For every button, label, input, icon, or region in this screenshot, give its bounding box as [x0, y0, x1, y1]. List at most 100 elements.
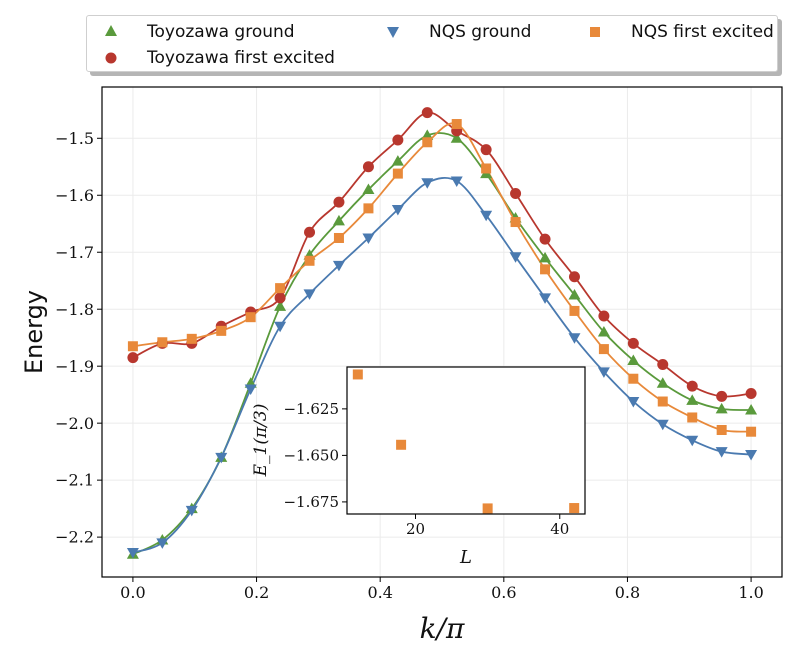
inset-background	[347, 367, 585, 514]
nqs-ground-point	[715, 447, 728, 458]
main-plot-frame	[101, 86, 783, 578]
main-series-markers	[126, 107, 758, 559]
toyozawa-ground-point	[715, 402, 728, 414]
toyozawa-first-excited-point	[362, 161, 374, 173]
toyozawa-first-excited-point	[568, 271, 580, 283]
inset-x-tick-label: 40	[550, 520, 569, 538]
chart-legend: Toyozawa ground Toyozawa first excited N…	[86, 15, 778, 72]
toyozawa-ground-point	[362, 183, 375, 195]
nqs-ground-point	[274, 321, 287, 333]
nqs-first-excited-point	[569, 305, 580, 316]
nqs-first-excited-point	[392, 168, 403, 179]
nqs-ground-point	[421, 178, 434, 189]
nqs-first-excited-point	[481, 163, 492, 174]
nqs-first-excited-point	[216, 325, 227, 336]
legend-entry-toyozawa-ground: Toyozawa ground	[99, 20, 295, 44]
triangle-down-marker-icon	[387, 27, 399, 38]
legend-entry-nqs-ground: NQS ground	[381, 20, 531, 44]
toyozawa-first-excited-point	[510, 188, 522, 200]
nqs-first-excited-point	[304, 255, 315, 266]
toyozawa-first-excited-point	[716, 390, 728, 402]
y-tick-label: −1.5	[55, 129, 94, 148]
toyozawa-ground-point	[391, 155, 404, 166]
inset-y-tick-label: −1.675	[283, 493, 339, 511]
main-gridlines	[102, 87, 782, 577]
nqs-ground-point	[303, 289, 316, 300]
y-tick-label: −1.8	[55, 300, 94, 319]
nqs-first-excited-point	[657, 396, 668, 407]
x-tick-label: 1.0	[738, 583, 763, 602]
nqs-first-excited-point	[451, 119, 462, 130]
x-tick-label: 0.6	[491, 583, 516, 602]
inset-x-tick-label: 20	[406, 520, 425, 538]
nqs-ground-point	[509, 252, 522, 263]
toyozawa-ground-point	[568, 288, 581, 300]
triangle-up-marker-icon	[105, 25, 117, 36]
nqs-ground-point	[215, 452, 228, 464]
nqs-first-excited-point	[127, 341, 138, 352]
nqs-ground-point	[568, 333, 581, 344]
inset-y-tick-label: −1.650	[283, 447, 339, 465]
inset-y-axis-label: E_1(π/3)	[251, 404, 271, 478]
inset-nqs-first-excited-point	[569, 503, 580, 514]
nqs-ground-point	[126, 548, 139, 559]
nqs-first-excited-point	[245, 312, 256, 323]
inset-axis-ticks: 20 40 −1.625 −1.650 −1.675	[283, 400, 569, 538]
toyozawa-first-excited-point	[304, 226, 316, 238]
nqs-ground-point	[332, 260, 345, 272]
y-tick-label: −2.0	[55, 414, 94, 433]
nqs-first-excited-point	[363, 203, 374, 214]
inset-markers	[352, 369, 580, 514]
square-marker-icon	[590, 27, 600, 37]
toyozawa-first-excited-point	[657, 358, 669, 370]
y-tick-label: −1.7	[55, 243, 94, 262]
nqs-first-excited-point	[598, 344, 609, 355]
nqs-ground-point	[391, 205, 404, 216]
toyozawa-first-excited-point	[127, 352, 139, 364]
main-series-lines	[132, 111, 752, 556]
nqs-ground-point	[627, 397, 640, 408]
nqs-ground-point	[450, 176, 463, 188]
inset-nqs-first-excited-point	[482, 503, 493, 514]
toyozawa-first-excited-point	[333, 196, 345, 208]
y-tick-label: −2.1	[55, 471, 94, 490]
nqs-ground-point	[480, 210, 493, 222]
nqs-ground-point	[156, 538, 169, 549]
inset-nqs-first-excited-point	[396, 439, 407, 450]
x-tick-label: 0.4	[367, 583, 392, 602]
nqs-first-excited-point	[275, 283, 286, 294]
nqs-ground-point	[745, 450, 758, 461]
nqs-ground-point	[362, 233, 375, 244]
nqs-ground-point	[597, 367, 610, 378]
nqs-first-excited-point	[716, 425, 727, 435]
y-tick-label: −1.6	[55, 186, 94, 205]
legend-label-toyozawa-ground: Toyozawa ground	[147, 22, 295, 42]
nqs-ground-point	[244, 384, 257, 395]
nqs-ground-point	[539, 293, 552, 304]
toyozawa-first-excited-point	[421, 107, 433, 119]
legend-label-nqs-ground: NQS ground	[429, 22, 532, 42]
nqs-first-excited-point	[510, 217, 521, 228]
toyozawa-first-excited-line	[132, 111, 752, 398]
x-tick-label: 0.2	[244, 583, 269, 602]
nqs-first-excited-point	[540, 264, 551, 275]
main-axis-ticks: 0.0 0.2 0.4 0.6 0.8 1.0 −1.5 −1.6 −1.7 −1.8 −1.9 −2…	[55, 129, 764, 602]
inset-frame	[346, 366, 586, 515]
toyozawa-first-excited-point	[745, 388, 757, 400]
legend-entry-nqs-first-excited: NQS first excited	[583, 20, 774, 44]
toyozawa-first-excited-point	[274, 292, 286, 304]
y-tick-label: −2.2	[55, 528, 94, 547]
y-tick-label: −1.9	[55, 357, 94, 376]
legend-label-toyozawa-first-excited: Toyozawa first excited	[147, 48, 335, 68]
nqs-first-excited-point	[687, 412, 698, 423]
toyozawa-ground-point	[656, 377, 669, 388]
inset-y-tick-label: −1.625	[283, 400, 339, 418]
nqs-first-excited-point	[333, 232, 344, 243]
toyozawa-first-excited-point	[598, 310, 610, 322]
toyozawa-first-excited-point	[480, 144, 492, 156]
nqs-ground-point	[686, 435, 699, 447]
nqs-first-excited-point	[157, 337, 168, 348]
toyozawa-ground-point	[274, 300, 287, 311]
circle-marker-icon	[105, 52, 117, 64]
